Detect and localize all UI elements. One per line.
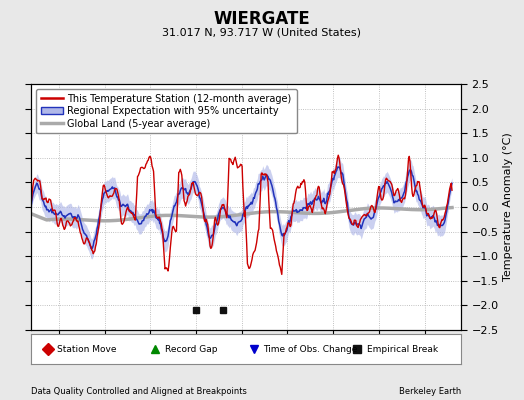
Text: WIERGATE: WIERGATE xyxy=(214,10,310,28)
Text: Empirical Break: Empirical Break xyxy=(367,344,438,354)
Y-axis label: Temperature Anomaly (°C): Temperature Anomaly (°C) xyxy=(503,133,513,281)
Text: Station Move: Station Move xyxy=(57,344,117,354)
Text: Berkeley Earth: Berkeley Earth xyxy=(399,387,461,396)
Text: 31.017 N, 93.717 W (United States): 31.017 N, 93.717 W (United States) xyxy=(162,27,362,37)
Text: Time of Obs. Change: Time of Obs. Change xyxy=(264,344,358,354)
Text: Record Gap: Record Gap xyxy=(165,344,217,354)
Text: Data Quality Controlled and Aligned at Breakpoints: Data Quality Controlled and Aligned at B… xyxy=(31,387,247,396)
Legend: This Temperature Station (12-month average), Regional Expectation with 95% uncer: This Temperature Station (12-month avera… xyxy=(36,89,297,134)
